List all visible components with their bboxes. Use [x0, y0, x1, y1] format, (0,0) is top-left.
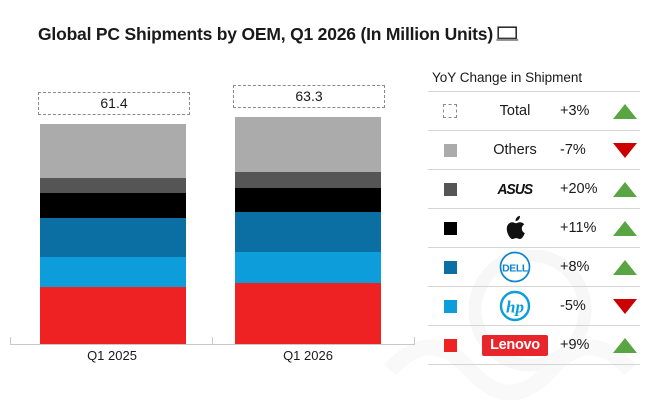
legend-swatch-hp: [443, 299, 457, 313]
bar-segment-dell-2025: [40, 218, 186, 257]
x-axis-label-q1-2026: Q1 2026: [283, 348, 333, 363]
bar-q1-2026[interactable]: [235, 117, 381, 344]
svg-text:DELL: DELL: [502, 263, 529, 275]
apple-logo-icon: [506, 215, 525, 240]
bar-segment-dell-2026: [235, 212, 381, 252]
svg-text:hp: hp: [506, 298, 524, 317]
bar-segment-others-2025: [40, 124, 186, 178]
asus-logo-icon: ASUS: [497, 180, 534, 198]
bar-segment-hp-2026: [235, 252, 381, 283]
page-title: Global PC Shipments by OEM, Q1 2026 (In …: [38, 24, 493, 44]
legend-row-hp[interactable]: hp -5%: [428, 286, 640, 325]
bar-segment-lenovo-2026: [235, 283, 381, 344]
legend-arrow-lenovo-cell: [610, 337, 640, 353]
legend-row-asus[interactable]: ASUS +20%: [428, 169, 640, 208]
legend-row-lenovo[interactable]: Lenovo +9%: [428, 325, 640, 365]
legend-arrow-total-cell: [610, 103, 640, 119]
legend-change-apple: +11%: [560, 220, 597, 236]
legend-swatch-total: [443, 104, 457, 118]
legend-brand-dell: DELL: [472, 250, 558, 284]
legend-arrow-asus-cell: [610, 181, 640, 197]
triangle-up-icon: [613, 337, 637, 353]
legend-arrow-hp-cell: [610, 298, 640, 314]
legend-swatch-apple-cell: [428, 221, 472, 235]
hp-logo-icon: hp: [499, 290, 531, 322]
legend-brand-others: Others: [472, 142, 558, 158]
bar-segment-apple-2025: [40, 193, 186, 218]
legend-row-total[interactable]: Total +3%: [428, 91, 640, 130]
legend-title: YoY Change in Shipment: [432, 70, 583, 85]
legend-change-asus: +20%: [560, 181, 598, 197]
legend-swatch-total-cell: [428, 104, 472, 118]
triangle-up-icon: [613, 103, 637, 119]
legend-swatch-asus-cell: [428, 182, 472, 196]
bar-segment-lenovo-2025: [40, 287, 186, 344]
legend-swatch-lenovo: [443, 338, 457, 352]
bar-segment-asus-2026: [235, 172, 381, 188]
legend-brand-hp: hp: [472, 290, 558, 322]
legend-change-hp: -5%: [560, 298, 586, 314]
legend-change-others: -7%: [560, 142, 586, 158]
legend-change-dell: +8%: [560, 259, 590, 275]
legend-swatch-others-cell: [428, 143, 472, 157]
x-axis-label-q1-2025: Q1 2025: [87, 348, 137, 363]
legend-row-others[interactable]: Others -7%: [428, 130, 640, 169]
legend-swatch-apple: [443, 221, 457, 235]
bar-segment-hp-2025: [40, 257, 186, 287]
legend-brand-apple: [472, 215, 558, 241]
legend-swatch-hp-cell: [428, 299, 472, 313]
legend-arrow-others-cell: [610, 142, 640, 158]
legend-arrow-apple-cell: [610, 220, 640, 236]
legend-change-lenovo: +9%: [560, 337, 590, 353]
total-label-q1-2026: 63.3: [233, 85, 385, 108]
bar-segment-apple-2026: [235, 188, 381, 212]
x-axis-tick-start: [10, 337, 11, 345]
legend-brand-label-others: Others: [493, 142, 537, 158]
bar-q1-2025[interactable]: [40, 124, 186, 344]
legend-swatch-asus: [443, 182, 457, 196]
chart-plot-area: 61.4 63.3 Q1 2025 Q1 2026: [10, 85, 415, 363]
legend-swatch-others: [443, 143, 457, 157]
triangle-down-icon: [613, 142, 637, 158]
legend-change-total: +3%: [560, 103, 590, 119]
legend-swatch-dell: [443, 260, 457, 274]
legend-swatch-lenovo-cell: [428, 338, 472, 352]
legend-brand-lenovo: Lenovo: [472, 334, 558, 356]
triangle-up-icon: [613, 220, 637, 236]
triangle-up-icon: [613, 259, 637, 275]
title-bar: Global PC Shipments by OEM, Q1 2026 (In …: [38, 24, 519, 45]
legend-brand-asus: ASUS: [472, 181, 558, 198]
laptop-icon: [496, 26, 519, 41]
legend-swatch-dell-cell: [428, 260, 472, 274]
x-axis-tick-end: [414, 337, 415, 345]
legend-arrow-dell-cell: [610, 259, 640, 275]
triangle-down-icon: [613, 298, 637, 314]
lenovo-logo-icon: Lenovo: [482, 334, 548, 356]
legend-brand-total: Total: [472, 103, 558, 119]
triangle-up-icon: [613, 181, 637, 197]
legend-row-apple[interactable]: +11%: [428, 208, 640, 247]
legend-panel: YoY Change in Shipment Total +3% Others …: [428, 70, 640, 365]
x-axis-tick-middle: [212, 337, 213, 345]
bar-segment-asus-2025: [40, 178, 186, 193]
legend-row-dell[interactable]: DELL +8%: [428, 247, 640, 286]
total-label-q1-2025: 61.4: [38, 92, 190, 115]
dell-logo-icon: DELL: [499, 251, 531, 283]
legend-brand-label-total: Total: [499, 103, 531, 119]
bar-segment-others-2026: [235, 117, 381, 172]
